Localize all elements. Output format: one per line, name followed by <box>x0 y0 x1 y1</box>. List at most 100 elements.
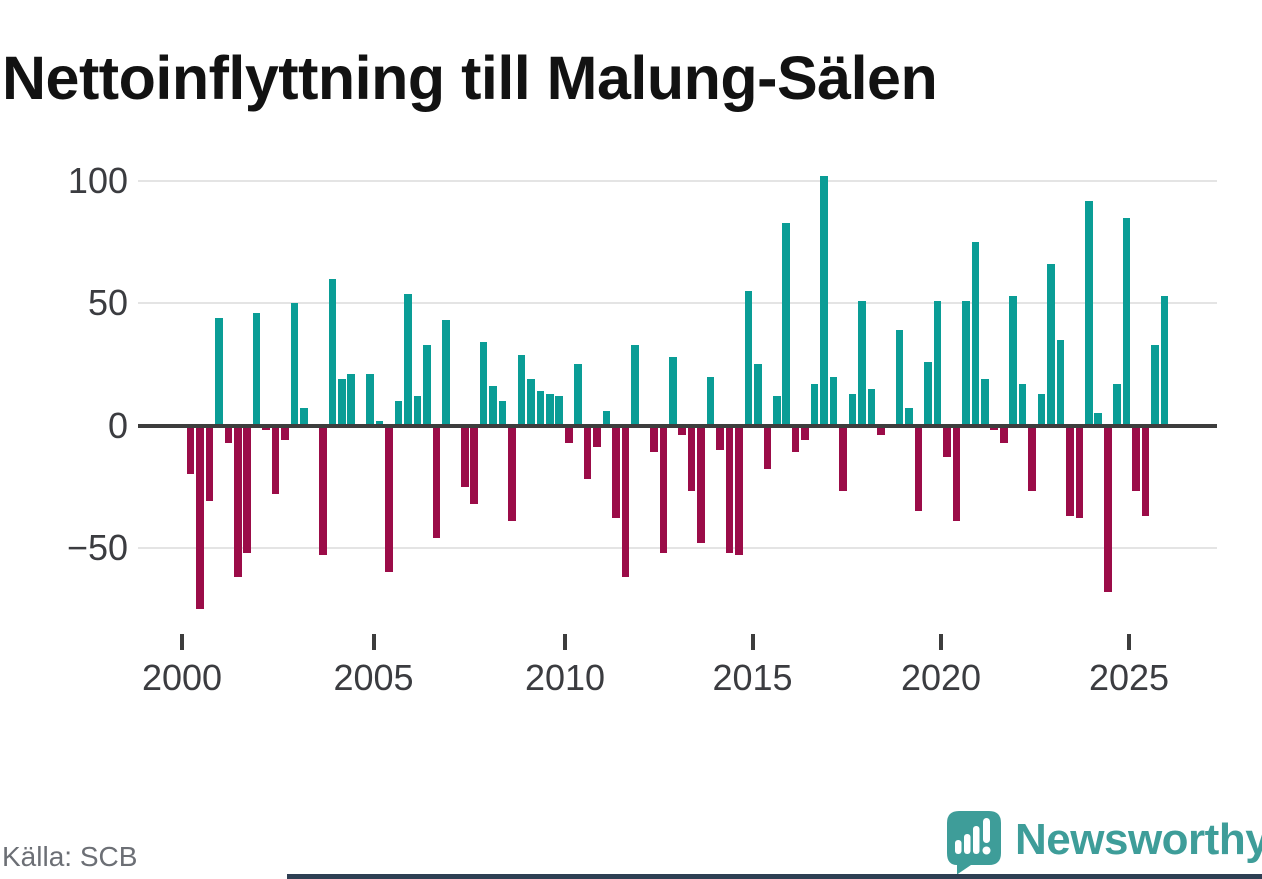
brand-logo: Newsworthy <box>946 810 1262 879</box>
bar-2002Q3 <box>281 425 289 441</box>
bar-2014Q1 <box>716 425 724 450</box>
bar-2013Q1 <box>678 425 686 436</box>
source-note: Källa: SCB <box>2 841 138 872</box>
bar-2008Q1 <box>489 386 497 426</box>
bar-2006Q4 <box>442 320 450 426</box>
x-axis-tick-2010 <box>563 634 567 650</box>
bar-2010Q4 <box>593 425 601 448</box>
gridline--50 <box>138 546 1217 549</box>
bar-2004Q2 <box>347 374 356 426</box>
bar-2014Q3 <box>735 425 743 555</box>
bar-2024Q4 <box>1122 217 1131 426</box>
y-axis-label-0: 0 <box>107 404 128 446</box>
bar-2013Q3 <box>697 425 705 543</box>
bar-2020Q1 <box>943 425 951 458</box>
gridline-50 <box>138 302 1217 305</box>
bar-2010Q2 <box>574 364 582 426</box>
bar-2009Q4 <box>555 396 564 426</box>
bar-2023Q4 <box>1085 200 1093 426</box>
newsworthy-chart-bubble-icon <box>946 810 1002 879</box>
bar-2011Q4 <box>631 344 639 426</box>
bar-2017Q2 <box>839 425 847 492</box>
bar-2001Q2 <box>233 425 242 577</box>
bar-2024Q2 <box>1103 425 1112 592</box>
x-axis-label-2025: 2025 <box>1088 657 1170 698</box>
x-axis-tick-2015 <box>750 634 755 650</box>
bar-2015Q3 <box>772 396 781 426</box>
bar-2025Q3 <box>1151 344 1159 426</box>
bar-2009Q3 <box>546 393 554 426</box>
bar-2021Q4 <box>1009 296 1017 426</box>
bar-2007Q3 <box>470 425 478 504</box>
bar-2000Q4 <box>215 318 223 426</box>
bar-2005Q3 <box>394 401 403 426</box>
bar-2002Q1 <box>262 425 270 431</box>
bar-2019Q2 <box>914 425 923 511</box>
bar-2017Q1 <box>829 376 838 426</box>
bar-2000Q2 <box>196 425 204 609</box>
chart-title: Nettoinflyttning till Malung-Sälen <box>2 43 938 112</box>
bar-2008Q4 <box>517 354 526 426</box>
bar-2023Q2 <box>1066 425 1074 516</box>
bar-2003Q4 <box>328 278 337 426</box>
bar-2019Q3 <box>924 361 932 426</box>
bar-2013Q4 <box>706 376 715 426</box>
bar-2018Q4 <box>895 330 904 426</box>
bar-2011Q1 <box>602 410 611 426</box>
bar-2019Q1 <box>905 408 913 426</box>
bar-2002Q4 <box>290 303 299 426</box>
bar-2022Q1 <box>1018 383 1027 426</box>
bar-2022Q2 <box>1028 425 1036 492</box>
x-axis-label-2010: 2010 <box>524 657 606 698</box>
gridline-100 <box>138 180 1217 183</box>
bar-2005Q4 <box>404 293 412 426</box>
bar-2022Q3 <box>1037 393 1046 426</box>
bar-2006Q2 <box>423 344 431 426</box>
bar-2016Q2 <box>801 425 809 441</box>
x-axis-label-2020: 2020 <box>900 657 982 698</box>
bar-2025Q2 <box>1141 425 1150 516</box>
bar-2023Q1 <box>1056 339 1065 426</box>
bar-2008Q2 <box>498 401 507 426</box>
bar-2012Q4 <box>668 357 677 426</box>
x-axis-label-2005: 2005 <box>333 657 414 698</box>
bar-2021Q2 <box>990 425 999 431</box>
x-axis-tick-2005 <box>371 634 376 650</box>
bar-2015Q4 <box>782 222 791 426</box>
bar-2018Q1 <box>867 388 876 426</box>
bar-2004Q1 <box>337 379 346 426</box>
bar-2021Q1 <box>981 379 989 426</box>
bar-2007Q2 <box>460 425 469 487</box>
brand-wordmark: Newsworthy <box>1015 815 1262 864</box>
bar-2016Q1 <box>791 425 800 453</box>
bar-2005Q2 <box>385 425 393 573</box>
bar-2001Q3 <box>243 425 252 553</box>
x-axis-tick-2020 <box>939 634 943 650</box>
bar-2020Q2 <box>952 425 961 521</box>
bar-2011Q2 <box>612 425 620 519</box>
bar-2003Q3 <box>319 425 327 555</box>
zero-axis-line <box>138 423 1217 428</box>
bar-2017Q4 <box>858 300 866 426</box>
bar-2018Q2 <box>876 425 885 436</box>
bar-2010Q1 <box>564 425 573 443</box>
x-axis-tick-2025 <box>1127 634 1131 650</box>
bar-2000Q1 <box>186 425 195 475</box>
y-axis-label-50: 50 <box>87 282 128 324</box>
footer-accent-bar <box>287 874 1262 879</box>
bar-2012Q2 <box>650 425 658 453</box>
bar-2014Q4 <box>744 291 753 426</box>
bar-2006Q3 <box>432 425 441 538</box>
x-axis-tick-2000 <box>180 634 184 650</box>
bar-2024Q3 <box>1113 383 1121 426</box>
bar-2001Q1 <box>224 425 233 443</box>
bar-2016Q3 <box>810 383 819 426</box>
bar-2020Q3 <box>962 300 970 426</box>
bar-2016Q4 <box>820 176 828 426</box>
bar-2003Q1 <box>300 408 308 426</box>
bar-2007Q4 <box>479 342 488 426</box>
bar-2017Q3 <box>848 393 857 426</box>
x-axis-label-2000: 2000 <box>141 657 223 698</box>
